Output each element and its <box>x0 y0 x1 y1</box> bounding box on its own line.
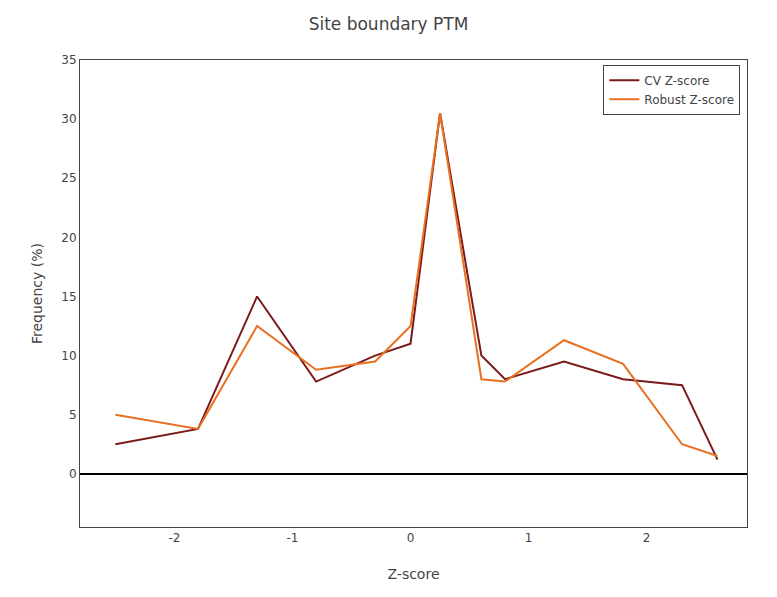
svg-text:-2: -2 <box>168 531 180 545</box>
svg-text:2: 2 <box>643 531 651 545</box>
svg-text:10: 10 <box>61 349 76 363</box>
svg-text:35: 35 <box>61 53 76 67</box>
svg-text:20: 20 <box>61 231 76 245</box>
svg-text:Site boundary PTM: Site boundary PTM <box>309 14 469 34</box>
svg-text:Frequency (%): Frequency (%) <box>29 243 45 344</box>
svg-text:0: 0 <box>69 467 77 481</box>
svg-text:30: 30 <box>61 112 76 126</box>
svg-text:0: 0 <box>407 531 415 545</box>
svg-text:15: 15 <box>61 290 76 304</box>
svg-text:-1: -1 <box>287 531 299 545</box>
svg-text:Robust Z-score: Robust Z-score <box>644 93 734 107</box>
svg-text:25: 25 <box>61 171 76 185</box>
svg-text:CV Z-score: CV Z-score <box>644 74 709 88</box>
svg-text:5: 5 <box>69 408 77 422</box>
svg-text:1: 1 <box>525 531 533 545</box>
svg-text:Z-score: Z-score <box>387 566 439 582</box>
